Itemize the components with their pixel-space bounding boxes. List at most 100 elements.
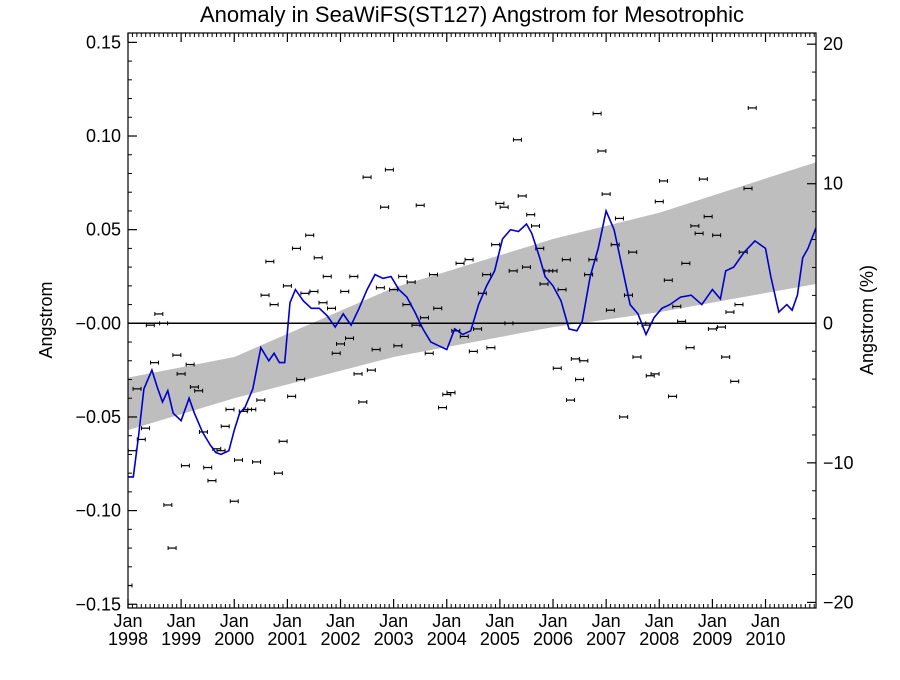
data-point [592,111,602,116]
data-point [353,371,363,376]
data-point [521,265,531,270]
data-point [371,347,381,352]
data-point [229,499,239,504]
data-point [730,379,740,384]
data-point [189,384,199,389]
y-tick-label: −0.05 [75,407,121,427]
data-point [663,278,673,283]
data-point [486,345,496,350]
smoothed-line-layer [128,208,816,478]
data-point [380,205,390,210]
data-point [650,371,660,376]
data-point [296,377,306,382]
x-tick-month-label: Jan [113,611,142,631]
y2-tick-label: 0 [823,313,833,333]
y-tick-label: 0.05 [86,220,121,240]
data-point [278,439,288,444]
y2-axis-label: Angstrom (%) [857,265,877,375]
x-tick-month-label: Jan [539,611,568,631]
trend-band-layer [128,162,816,431]
data-point [690,223,700,228]
data-point [172,353,182,358]
data-point [362,175,372,180]
x-tick-year-label: 2006 [533,629,573,649]
data-point [415,203,425,208]
data-point [557,287,567,292]
data-point [305,233,315,238]
data-point [517,193,527,198]
data-point [185,362,195,367]
x-tick-year-label: 2007 [586,629,626,649]
data-point [358,399,368,404]
x-tick-month-label: Jan [592,611,621,631]
data-point [526,212,536,217]
data-point [508,268,518,273]
y-tick-label: 0.10 [86,126,121,146]
data-point [446,390,456,395]
data-point [375,285,385,290]
data-point [601,192,611,197]
x-tick-month-label: Jan [645,611,674,631]
data-point [654,199,664,204]
x-tick-month-label: Jan [751,611,780,631]
x-tick-month-label: Jan [167,611,196,631]
data-point [512,137,522,142]
data-point [455,261,465,266]
data-point [433,306,443,311]
data-point [309,289,319,294]
data-point [247,407,257,412]
data-point [685,345,695,350]
data-point [424,351,434,356]
data-point [349,274,359,279]
data-point [273,471,283,476]
data-point [694,231,704,236]
data-point [499,205,509,210]
data-point [504,321,514,326]
x-tick-year-label: 2008 [639,629,679,649]
data-point [738,250,748,255]
y-tick-label: 0.15 [86,32,121,52]
y-tick-label: −0.15 [75,594,121,614]
data-point [234,458,244,463]
x-tick-month-label: Jan [220,611,249,631]
data-point [464,257,474,262]
x-tick-month-label: Jan [326,611,355,631]
data-point [336,341,346,346]
data-point [698,177,708,182]
data-point [605,308,615,313]
x-tick-year-label: 2003 [374,629,414,649]
data-point [712,233,722,238]
data-point [318,300,328,305]
data-point [725,310,735,315]
data-point [579,358,589,363]
data-point [252,459,262,464]
data-point [300,291,310,296]
data-point [141,426,151,431]
x-tick-year-label: 2002 [320,629,360,649]
data-point [539,281,549,286]
data-point [145,323,155,328]
data-point [203,465,213,470]
data-point [677,319,687,324]
data-point [548,268,558,273]
data-point [194,388,204,393]
data-point [681,261,691,266]
data-point [345,336,355,341]
data-point [291,246,301,251]
x-tick-year-label: 2005 [480,629,520,649]
data-point [575,377,585,382]
data-point [672,304,682,309]
data-point [269,302,279,307]
data-point [256,398,266,403]
x-tick-year-label: 1998 [108,629,148,649]
data-point [614,216,624,221]
chart-title: Anomaly in SeaWiFS(ST127) Angstrom for M… [200,2,744,27]
data-point [366,368,376,373]
data-point [530,223,540,228]
data-point [313,255,323,260]
data-point [459,334,469,339]
data-point [150,360,160,365]
data-point [743,186,753,191]
x-tick-year-label: 2004 [427,629,467,649]
